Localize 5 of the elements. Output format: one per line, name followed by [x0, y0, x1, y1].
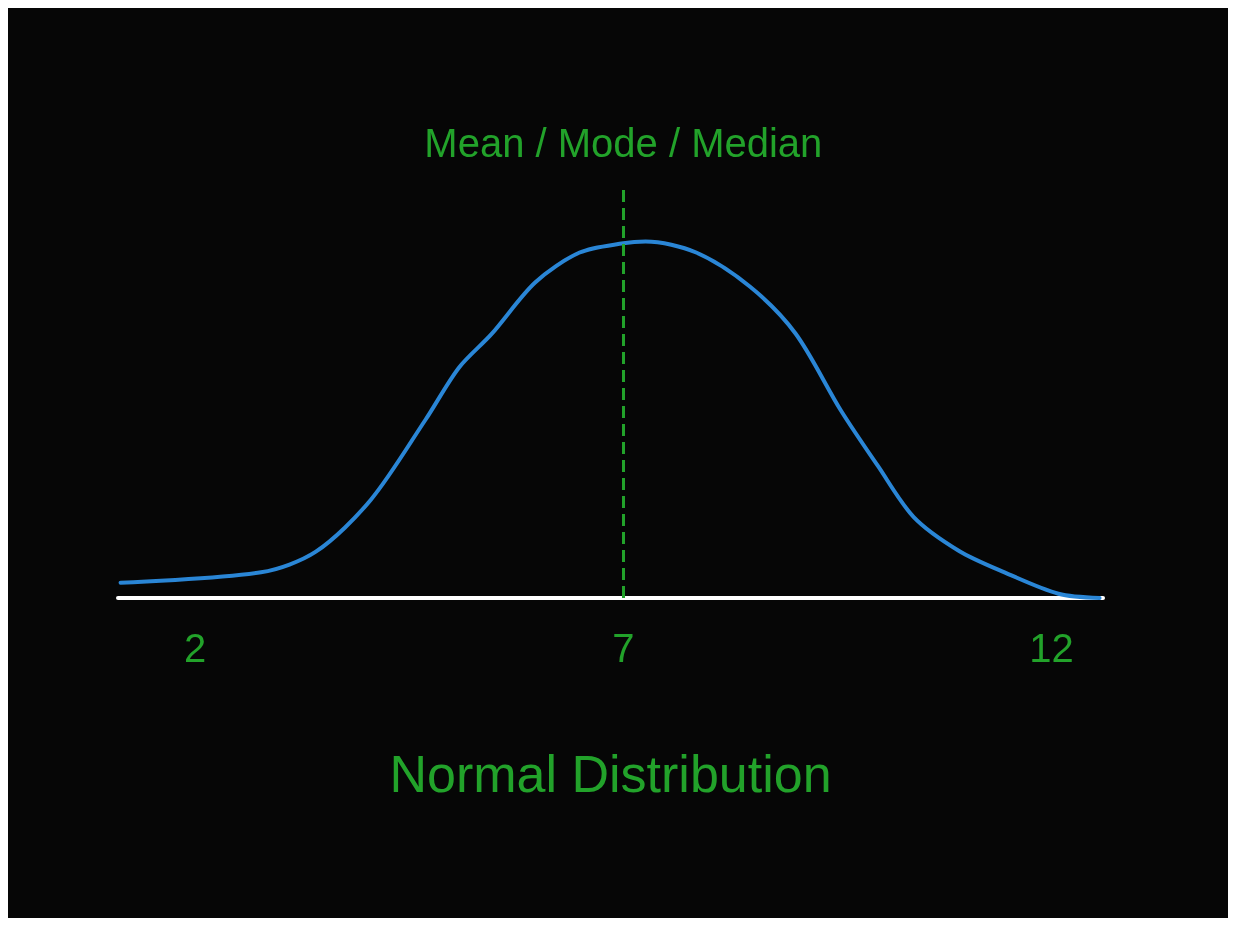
x-tick-label: 7 — [612, 626, 635, 670]
ref-line-label: Mean / Mode / Median — [424, 121, 823, 165]
x-tick-label: 12 — [1029, 626, 1074, 670]
x-tick-label: 2 — [183, 626, 207, 670]
x-axis-title: Normal Distribution — [389, 745, 832, 803]
